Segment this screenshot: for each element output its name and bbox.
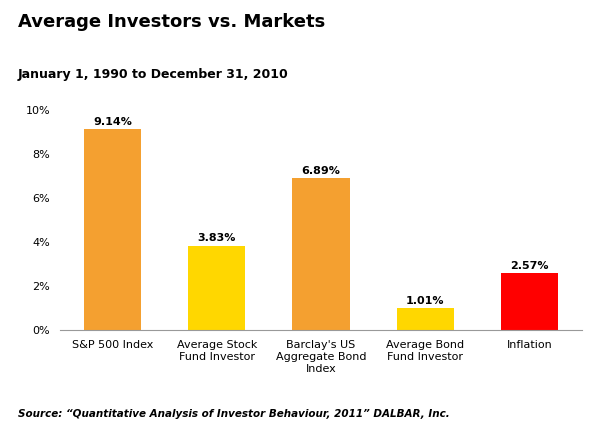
Text: Average Investors vs. Markets: Average Investors vs. Markets [18,13,325,31]
Text: 9.14%: 9.14% [93,117,132,127]
Text: Source: “Quantitative Analysis of Investor Behaviour, 2011” DALBAR, Inc.: Source: “Quantitative Analysis of Invest… [18,409,450,419]
Bar [84,129,141,330]
Bar [397,308,454,330]
Bar [188,246,245,330]
Text: 1.01%: 1.01% [406,296,445,305]
Text: 6.89%: 6.89% [302,166,340,176]
Text: January 1, 1990 to December 31, 2010: January 1, 1990 to December 31, 2010 [18,68,289,81]
Bar [501,273,558,330]
Text: 2.57%: 2.57% [511,261,549,271]
Text: 3.83%: 3.83% [197,233,236,244]
Bar [292,179,350,330]
